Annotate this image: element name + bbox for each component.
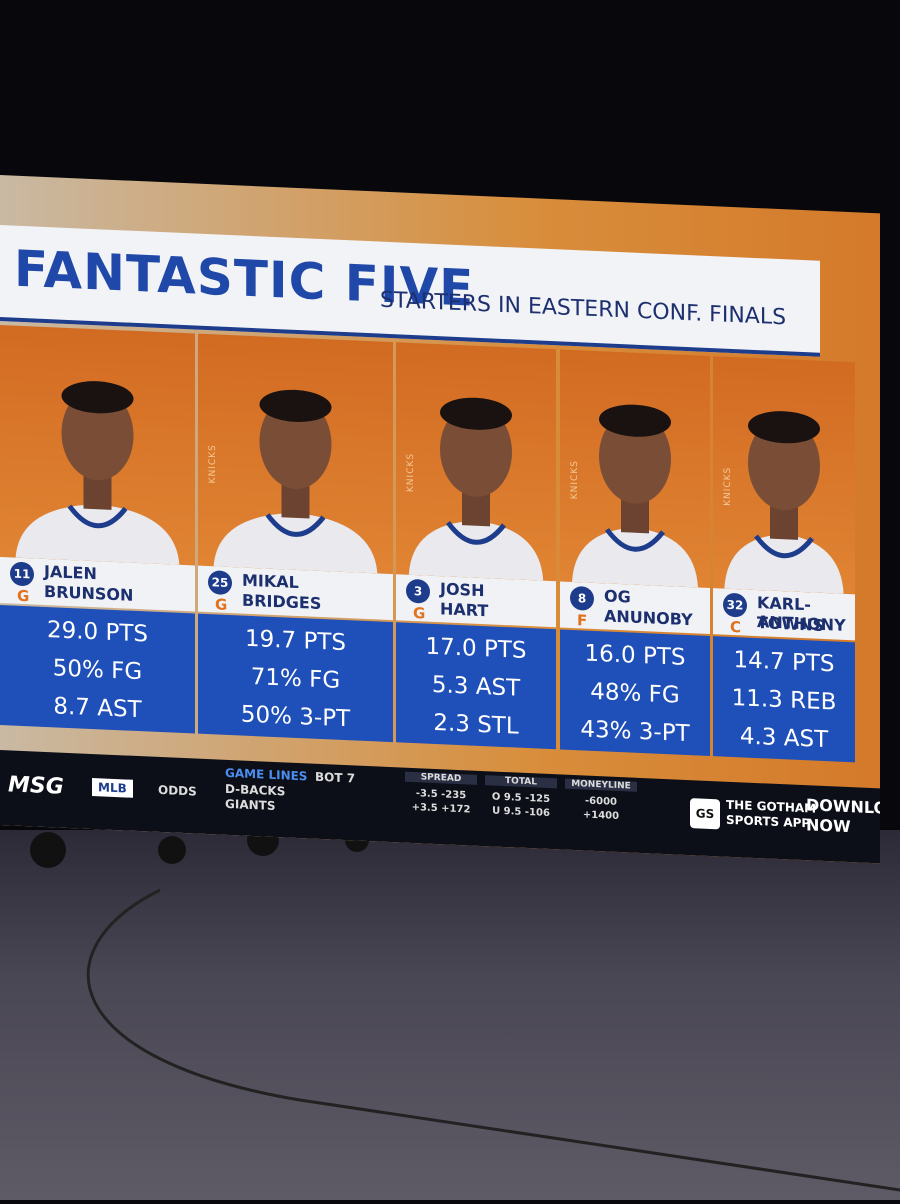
stat-line: 2.3 STL	[433, 709, 519, 740]
position: G	[413, 604, 426, 623]
last-name: HART	[440, 599, 489, 621]
jersey-number: 11	[10, 561, 34, 587]
app-name: SPORTS APP	[726, 812, 811, 831]
first-name: OG	[604, 586, 631, 607]
jersey-text: KNICKS	[406, 452, 416, 493]
odds-value: O 9.5 -125	[491, 791, 551, 806]
player-photo: KNICKS	[560, 349, 710, 588]
player-cards: 11 G JALEN BRUNSON 29.0 PTS 50% FG 8.7 AST KNIC…	[0, 175, 880, 763]
player-photo: KNICKS	[713, 356, 855, 595]
jersey-number: 25	[208, 570, 232, 596]
player-silhouette	[213, 389, 378, 574]
last-name: BRUNSON	[44, 581, 134, 605]
app-logo: GS	[690, 798, 720, 830]
stat-line: 16.0 PTS	[584, 640, 686, 671]
stat-line: 71% FG	[250, 663, 341, 694]
first-name: JOSH	[440, 579, 485, 601]
stat-line: 17.0 PTS	[425, 633, 527, 664]
stats-box: 29.0 PTS 50% FG 8.7 AST	[0, 605, 195, 734]
jersey-number: 3	[406, 578, 430, 604]
stat-line: 11.3 REB	[731, 684, 837, 716]
odds-header: SPREAD	[405, 771, 477, 785]
odds-value: +1400	[582, 809, 620, 823]
odds-header: MONEYLINE	[565, 778, 637, 792]
odds-value: +3.5 +172	[411, 801, 471, 816]
floor-decor	[30, 786, 900, 1192]
odds-header: TOTAL	[485, 775, 557, 789]
stat-line: 19.7 PTS	[244, 625, 347, 657]
jersey-number: 8	[570, 585, 594, 611]
odds-value: -3.5 -235	[415, 788, 467, 802]
player-photo: KNICKS	[396, 342, 556, 582]
game-lines-label: GAME LINES	[225, 765, 308, 784]
network-logo: MSG	[8, 772, 64, 800]
player-silhouette	[408, 397, 544, 581]
player-photo: KNICKS	[198, 333, 393, 575]
stage-floor	[0, 786, 900, 1200]
jersey-number: 32	[723, 592, 747, 618]
last-name: TOWNS	[757, 613, 825, 635]
position: C	[730, 617, 742, 637]
first-name: MIKAL	[242, 570, 299, 593]
odds-value: -6000	[585, 795, 617, 808]
stats-box: 17.0 PTS 5.3 AST 2.3 STL	[396, 622, 556, 750]
jersey-text: KNICKS	[570, 459, 580, 500]
jersey-text: KNICKS	[723, 466, 733, 507]
team-name: D-BACKS	[225, 781, 286, 799]
stat-line: 48% FG	[590, 678, 680, 709]
stat-line: 50% FG	[52, 655, 143, 686]
position: F	[577, 611, 588, 630]
stat-line: 4.3 AST	[739, 723, 829, 754]
stat-line: 43% 3-PT	[580, 716, 690, 748]
player-silhouette	[572, 404, 698, 588]
last-name: ANUNOBY	[604, 606, 693, 630]
player-silhouette	[15, 381, 180, 565]
team-name: GIANTS	[225, 796, 276, 814]
first-name: JALEN	[44, 561, 97, 584]
stats-box: 16.0 PTS 48% FG 43% 3-PT	[560, 629, 710, 756]
jersey-text: KNICKS	[208, 444, 218, 484]
player-silhouette	[724, 411, 844, 594]
stat-line: 8.7 AST	[53, 693, 142, 724]
download-cta: NOW	[806, 815, 851, 837]
stats-box: 14.7 PTS 11.3 REB 4.3 AST	[713, 636, 855, 763]
stats-box: 19.7 PTS 71% FG 50% 3-PT	[198, 613, 393, 743]
position: G	[215, 595, 228, 614]
league-logo: MLB	[92, 778, 133, 798]
player-photo	[0, 325, 195, 566]
video-screen: FANTASTIC FIVE STARTERS IN EASTERN CONF.…	[0, 175, 880, 864]
subtitle: STARTERS IN EASTERN CONF. FINALS	[380, 287, 787, 331]
stat-line: 50% 3-PT	[240, 701, 351, 733]
odds-value: U 9.5 -106	[492, 805, 550, 820]
stat-line: 14.7 PTS	[733, 647, 835, 678]
stat-line: 5.3 AST	[431, 671, 521, 702]
position: G	[17, 586, 30, 606]
inning: BOT 7	[315, 769, 356, 786]
section-label: ODDS	[158, 782, 197, 799]
last-name: BRIDGES	[242, 590, 322, 614]
stat-line: 29.0 PTS	[46, 617, 149, 648]
